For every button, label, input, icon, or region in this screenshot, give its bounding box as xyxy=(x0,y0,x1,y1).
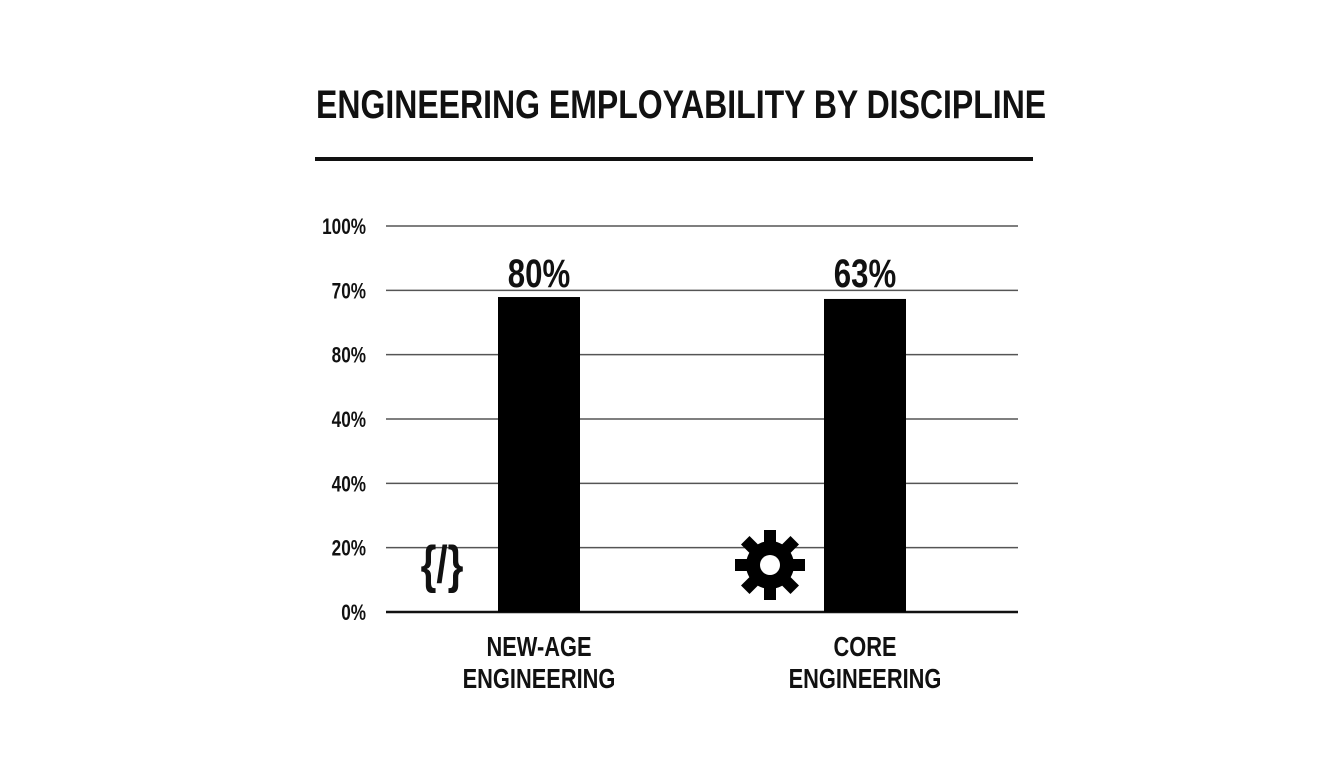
code-glyph: {/} xyxy=(421,535,464,593)
data-label: 80% xyxy=(508,251,570,296)
gear-tooth xyxy=(764,586,776,600)
bar xyxy=(498,297,580,612)
y-tick-label: 80% xyxy=(332,344,367,369)
y-tick-label: 0% xyxy=(341,601,366,626)
title-underline xyxy=(315,157,1033,161)
y-tick-label: 40% xyxy=(332,472,367,497)
x-tick-label: ENGINEERING xyxy=(789,663,942,694)
y-tick-label: 100% xyxy=(322,215,366,240)
code-icon: {/} xyxy=(421,535,464,593)
y-tick-label: 20% xyxy=(332,537,367,562)
y-tick-label: 40% xyxy=(332,408,367,433)
gear-hole xyxy=(760,555,780,575)
x-tick-label: CORE xyxy=(833,631,896,662)
x-tick-label: NEW-AGE xyxy=(486,631,591,662)
gear-tooth xyxy=(735,559,749,571)
x-tick-label: ENGINEERING xyxy=(463,663,616,694)
gear-icon xyxy=(735,530,805,600)
gear-tooth xyxy=(791,559,805,571)
data-label: 63% xyxy=(834,251,896,296)
gear-tooth xyxy=(764,530,776,544)
chart-title: ENGINEERING EMPLOYABILITY BY DISCIPLINE xyxy=(316,82,1046,127)
y-tick-label: 70% xyxy=(332,279,367,304)
bar xyxy=(824,298,906,612)
